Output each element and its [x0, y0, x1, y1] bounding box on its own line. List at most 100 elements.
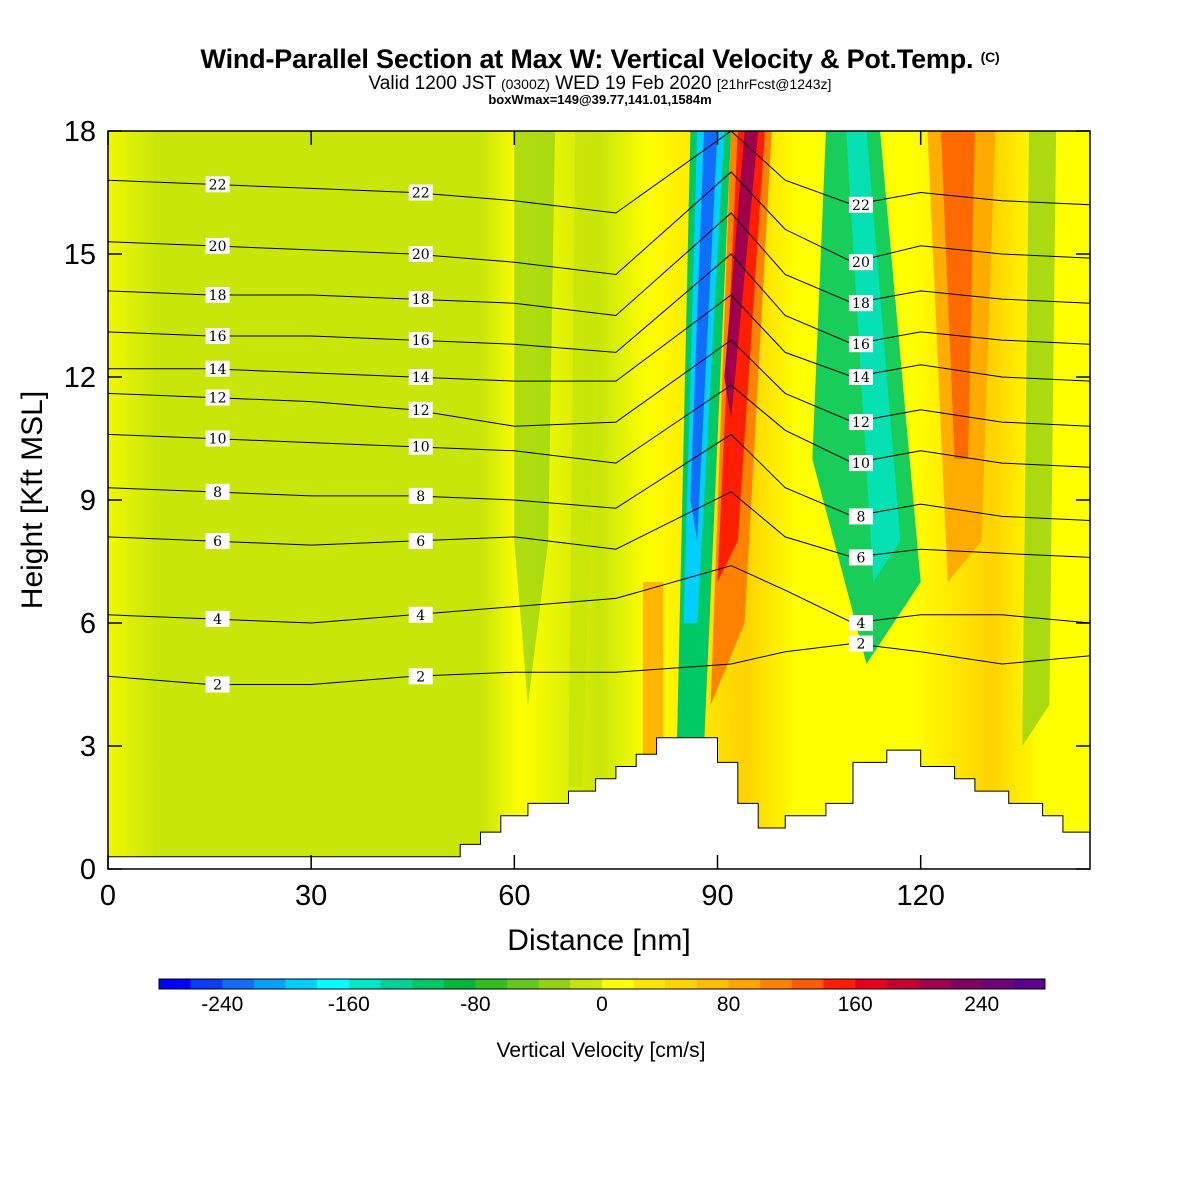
chart-title-text: Wind-Parallel Section at Max W: Vertical…	[200, 44, 974, 74]
svg-text:6: 6	[213, 534, 222, 550]
theta-label-6: 6	[848, 549, 873, 566]
colorbar-swatch	[159, 979, 191, 989]
theta-label-4: 4	[408, 606, 433, 624]
velocity-band-11	[1022, 131, 1057, 746]
theta-label-8: 8	[205, 483, 230, 501]
box-wmax-line: boxWmax=149@39.77,141.01,1584m	[488, 92, 712, 107]
svg-text:20: 20	[209, 239, 227, 255]
theta-label-20: 20	[408, 246, 433, 263]
svg-text:18: 18	[852, 296, 870, 312]
theta-contour-18	[108, 212, 1090, 317]
x-axis-label: Distance [nm]	[507, 924, 690, 957]
svg-text:8: 8	[213, 485, 222, 501]
y-tick-label: 15	[64, 239, 96, 271]
colorbar-tick-label: -80	[460, 993, 490, 1016]
colorbar-swatch	[791, 979, 824, 989]
svg-text:6: 6	[416, 534, 425, 550]
theta-contour-8	[108, 433, 1090, 521]
svg-text:4: 4	[213, 612, 222, 628]
colorbar-swatch	[253, 979, 286, 989]
x-tick-label: 0	[100, 880, 116, 912]
colorbar-tick-label: 240	[964, 993, 999, 1016]
svg-text:10: 10	[209, 432, 227, 448]
theta-label-2: 2	[205, 676, 230, 694]
theta-label-22: 22	[408, 184, 433, 202]
colorbar-swatch	[222, 979, 255, 989]
colorbar-swatch	[507, 979, 540, 989]
colorbar-tick-label: 0	[596, 993, 608, 1016]
theta-label-12: 12	[205, 389, 230, 407]
svg-text:14: 14	[209, 362, 227, 378]
colorbar-swatch	[665, 979, 698, 989]
theta-contours	[108, 131, 1090, 685]
colorbar-swatch	[728, 979, 761, 989]
theta-label-6: 6	[205, 533, 230, 550]
colorbar-tick-label: -160	[328, 993, 370, 1016]
velocity-band-3	[690, 131, 718, 541]
svg-text:22: 22	[209, 177, 227, 193]
theta-label-14: 14	[205, 360, 230, 378]
terrain-profile	[108, 737, 1090, 869]
colorbar-swatch	[918, 979, 951, 989]
theta-label-8: 8	[848, 508, 873, 525]
colorbar-swatch	[1013, 979, 1046, 989]
colorbar-label: Vertical Velocity [cm/s]	[497, 1039, 706, 1062]
colorbar-swatch	[855, 979, 888, 989]
svg-text:2: 2	[416, 669, 425, 685]
colorbar-swatch	[886, 979, 919, 989]
svg-text:16: 16	[412, 333, 430, 349]
copyright-mark: (C)	[980, 49, 1000, 65]
colorbar-swatch	[317, 979, 350, 989]
theta-label-18: 18	[408, 291, 433, 308]
theta-label-10: 10	[205, 430, 230, 448]
colorbar-swatch	[570, 979, 603, 989]
theta-contour-16	[108, 253, 1090, 353]
theta-contour-6	[108, 491, 1090, 558]
svg-text:12: 12	[209, 391, 227, 407]
svg-text:18: 18	[412, 292, 430, 308]
svg-text:14: 14	[412, 370, 430, 386]
colorbar-swatch	[760, 979, 793, 989]
theta-label-12: 12	[848, 414, 873, 431]
colorbar-swatch	[348, 979, 381, 989]
svg-text:6: 6	[857, 550, 866, 566]
theta-label-14: 14	[408, 369, 433, 386]
velocity-band-0	[514, 131, 555, 705]
theta-contour-4	[108, 565, 1090, 624]
theta-label-8: 8	[408, 487, 433, 505]
velocity-band-5	[717, 131, 765, 582]
theta-label-10: 10	[408, 438, 433, 456]
svg-text:18: 18	[209, 288, 227, 304]
x-tick-label: 60	[498, 880, 530, 912]
theta-contour-10	[108, 384, 1090, 468]
chart-title: Wind-Parallel Section at Max W: Vertical…	[0, 44, 1200, 75]
colorbar-tick-label: 160	[838, 993, 873, 1016]
theta-label-4: 4	[205, 610, 230, 628]
colorbar-swatch	[633, 979, 666, 989]
svg-text:2: 2	[213, 678, 222, 694]
theta-label-20: 20	[848, 254, 873, 271]
velocity-band-6	[724, 131, 759, 418]
y-tick-label: 0	[80, 854, 96, 886]
y-tick-label: 18	[64, 116, 96, 148]
svg-text:20: 20	[412, 247, 430, 263]
valid-date: WED 19 Feb 2020	[555, 73, 712, 94]
theta-contour-12	[108, 339, 1090, 427]
y-tick-label: 3	[80, 731, 96, 763]
theta-contour-14	[108, 294, 1090, 382]
theta-label-2: 2	[848, 635, 873, 653]
colorbar-swatch	[475, 979, 508, 989]
theta-label-4: 4	[848, 615, 873, 632]
colorbar-swatch	[285, 979, 318, 989]
theta-label-22: 22	[205, 176, 230, 193]
valid-utc: (0300Z)	[500, 76, 550, 92]
velocity-field-background	[108, 131, 1090, 869]
colorbar-swatch	[538, 979, 571, 989]
colorbar-swatch	[443, 979, 476, 989]
theta-label-12: 12	[408, 401, 433, 419]
colorbar: -240 -160 -80 0 80 160 240	[158, 978, 1046, 1016]
theta-contour-22	[108, 131, 1090, 214]
